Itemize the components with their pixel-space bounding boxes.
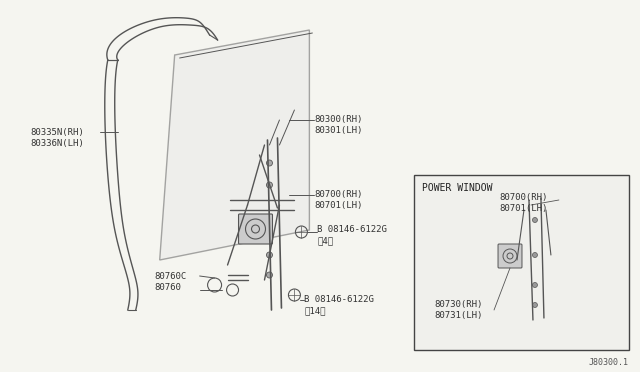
Circle shape xyxy=(266,182,273,188)
Circle shape xyxy=(532,218,538,222)
Text: 80760: 80760 xyxy=(155,283,182,292)
Circle shape xyxy=(532,282,538,288)
Text: 80730(RH)
80731(LH): 80730(RH) 80731(LH) xyxy=(434,300,483,320)
Text: POWER WINDOW: POWER WINDOW xyxy=(422,183,493,193)
Circle shape xyxy=(266,160,273,166)
Text: 80700(RH)
80701(LH): 80700(RH) 80701(LH) xyxy=(314,190,363,210)
Text: 80300(RH)
80301(LH): 80300(RH) 80301(LH) xyxy=(314,115,363,135)
Circle shape xyxy=(532,302,538,308)
FancyBboxPatch shape xyxy=(239,214,273,244)
Text: 80760C: 80760C xyxy=(155,272,187,281)
Text: B 08146-6122G
（14）: B 08146-6122G （14） xyxy=(305,295,374,315)
Text: 80335N(RH)
80336N(LH): 80335N(RH) 80336N(LH) xyxy=(30,128,84,148)
Circle shape xyxy=(532,253,538,257)
Text: 80700(RH)
80701(LH): 80700(RH) 80701(LH) xyxy=(499,193,547,213)
Circle shape xyxy=(266,272,273,278)
Circle shape xyxy=(266,252,273,258)
FancyBboxPatch shape xyxy=(498,244,522,268)
Text: J80300.1: J80300.1 xyxy=(589,358,629,367)
Text: B 08146-6122G
（4）: B 08146-6122G （4） xyxy=(317,225,387,245)
Bar xyxy=(414,175,628,350)
Polygon shape xyxy=(160,30,309,260)
